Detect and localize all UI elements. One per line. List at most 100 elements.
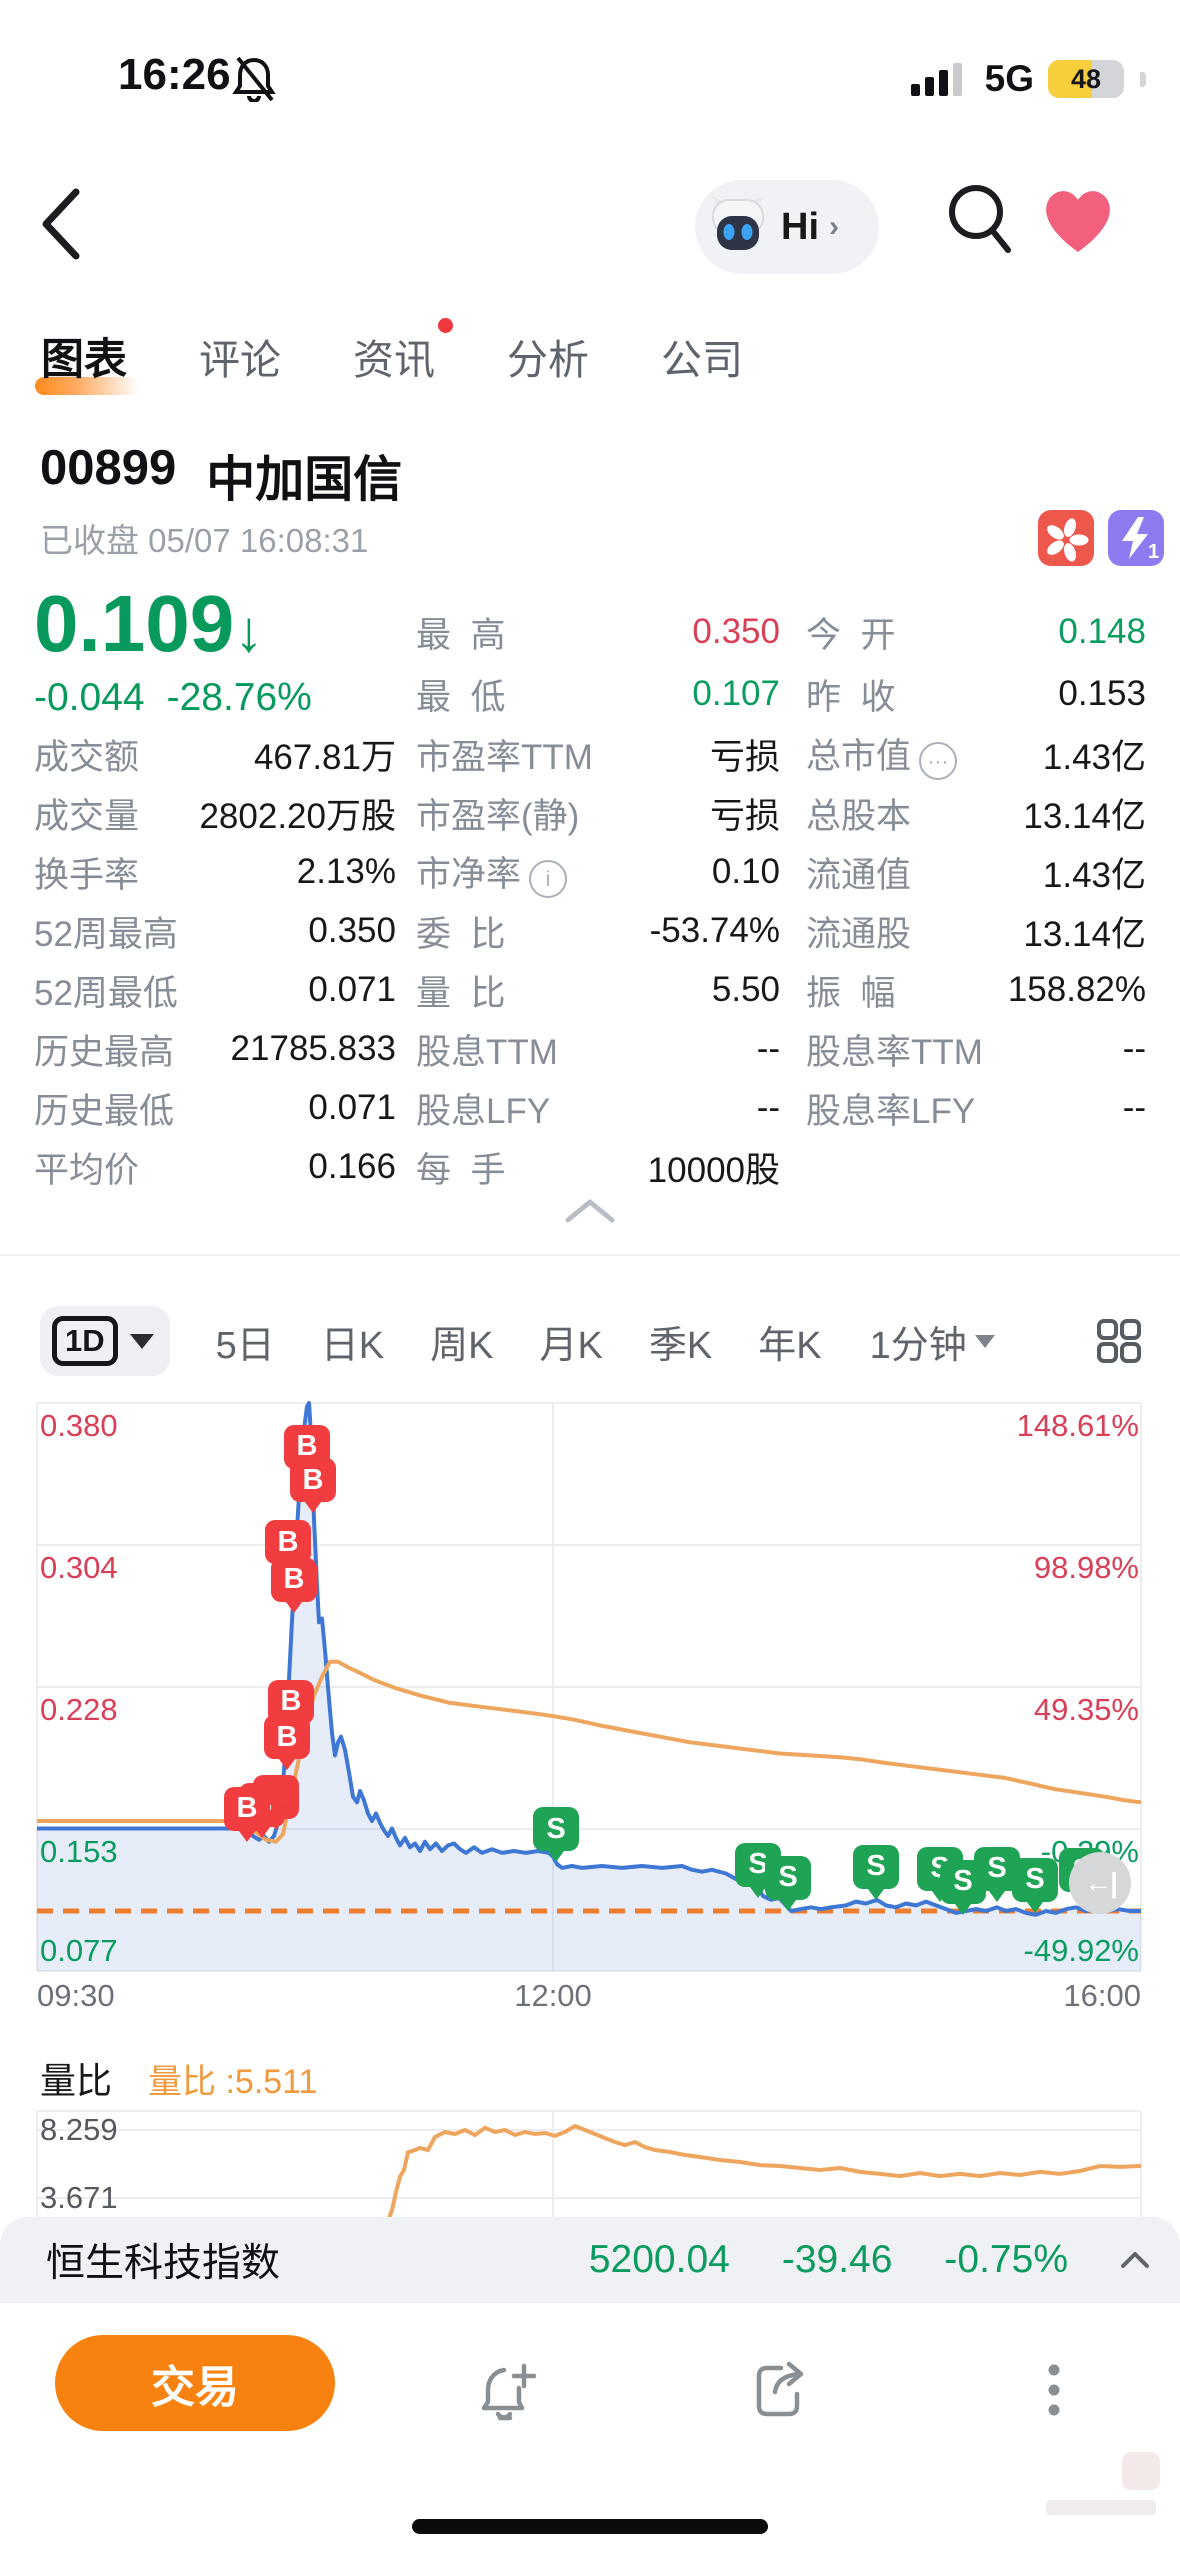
quote-row: 52周最高 0.350 委 比 -53.74% 流通股 13.14亿 bbox=[0, 901, 1180, 960]
page-tabs: 图表 评论 资讯 分析 公司 bbox=[0, 318, 1180, 395]
ellipsis-circle-icon[interactable]: ··· bbox=[919, 742, 958, 781]
stock-title: 00899 中加国信 bbox=[40, 440, 402, 511]
caret-down-icon bbox=[974, 1334, 995, 1348]
stat-label: 总市值 ··· bbox=[806, 728, 958, 781]
stat-label: 流通股 bbox=[806, 914, 912, 954]
period-季K[interactable]: 季K bbox=[648, 1324, 713, 1367]
stat-label: 平均价 bbox=[34, 1150, 140, 1190]
chart-layout-grid-button[interactable] bbox=[1096, 1318, 1142, 1364]
section-divider bbox=[0, 1254, 1180, 1256]
status-right-cluster: 5G 48 bbox=[910, 58, 1146, 100]
buy-marker: B bbox=[290, 1458, 336, 1503]
quote-stat-每 手: 每 手 10000股 bbox=[416, 1145, 780, 1190]
share-button[interactable] bbox=[747, 2358, 811, 2422]
intraday-chart[interactable]: 0.380 0.304 0.228 0.153 0.077 148.61% 98.98% 49… bbox=[0, 1390, 1180, 2013]
chart-period-bar: 1D 5日 日K 周K 月K 季K 年K 1分钟 bbox=[0, 1300, 1180, 1382]
period-月K[interactable]: 月K bbox=[539, 1324, 603, 1367]
latest-marker-button[interactable]: ←| bbox=[1069, 1851, 1131, 1914]
info-circle-icon[interactable]: i bbox=[529, 860, 568, 899]
quote-stat-成交量: 成交量 2802.20万股 bbox=[34, 791, 396, 836]
stat-label: 股息率LFY bbox=[806, 1091, 976, 1131]
stat-label: 今 开 bbox=[806, 615, 896, 655]
vr-tick-top: 8.259 bbox=[40, 2112, 118, 2147]
stat-value: 21785.833 bbox=[230, 1029, 396, 1068]
quote-level-badge-icon[interactable]: 1 bbox=[1108, 510, 1164, 566]
svg-text:1: 1 bbox=[1148, 541, 1159, 563]
stat-label: 市盈率(静) bbox=[416, 796, 580, 836]
tab-评论[interactable]: 评论 bbox=[199, 337, 281, 383]
stat-value: -- bbox=[1122, 1029, 1146, 1068]
quote-stat-今开: 今 开 0.148 bbox=[806, 610, 1146, 655]
chevron-right-icon: › bbox=[829, 210, 839, 243]
trade-button[interactable]: 交易 bbox=[55, 2335, 335, 2431]
period-selected-dropdown[interactable]: 1D bbox=[40, 1306, 170, 1376]
quote-stat-最高: 最 高 0.350 bbox=[416, 610, 780, 655]
index-value: 5200.04 bbox=[588, 2238, 730, 2281]
period-年K[interactable]: 年K bbox=[758, 1324, 822, 1367]
quote-stat-最低: 最 低 0.107 bbox=[416, 672, 780, 717]
buy-marker: B bbox=[271, 1557, 317, 1602]
hk-market-badge-icon bbox=[1038, 510, 1094, 566]
network-type: 5G bbox=[984, 58, 1034, 99]
y-axis-price-label: 0.228 bbox=[40, 1692, 118, 1727]
quote-stat-振 幅: 振 幅 158.82% bbox=[806, 968, 1146, 1013]
change-percent: -28.76% bbox=[166, 676, 312, 719]
quote-stat-总市值: 总市值 ··· 1.43亿 bbox=[806, 732, 1146, 781]
period-minute-dropdown[interactable]: 1分钟 bbox=[870, 1314, 995, 1369]
last-price: 0.109↓ bbox=[34, 579, 264, 668]
quote-stat-历史最高: 历史最高 21785.833 bbox=[34, 1027, 396, 1072]
stat-value: 0.166 bbox=[308, 1147, 396, 1186]
collapse-chevron-button[interactable] bbox=[564, 1196, 616, 1224]
volume-ratio-line bbox=[386, 2123, 1142, 2222]
stat-label: 历史最高 bbox=[34, 1032, 175, 1072]
tab-分析[interactable]: 分析 bbox=[507, 337, 589, 383]
chevron-up-icon[interactable] bbox=[1120, 2250, 1150, 2270]
stat-label: 昨 收 bbox=[806, 677, 896, 717]
quote-stat-52周最高: 52周最高 0.350 bbox=[34, 909, 396, 954]
ai-label: Hi bbox=[781, 205, 819, 248]
more-options-button[interactable] bbox=[1022, 2358, 1086, 2422]
period-日K[interactable]: 日K bbox=[320, 1324, 385, 1367]
price-chart-canvas[interactable] bbox=[0, 1390, 1180, 1980]
tab-公司[interactable]: 公司 bbox=[661, 337, 743, 383]
stat-label: 52周最低 bbox=[34, 973, 178, 1013]
stat-label: 振 幅 bbox=[806, 973, 896, 1013]
battery-cap bbox=[1140, 71, 1146, 87]
quote-stat-成交额: 成交额 467.81万 bbox=[34, 732, 396, 777]
watermark bbox=[1020, 2452, 1160, 2518]
favorite-heart-button[interactable] bbox=[1040, 184, 1116, 256]
ai-assistant-button[interactable]: Hi › bbox=[695, 180, 879, 274]
status-time: 16:26 bbox=[118, 50, 231, 99]
quote-row: 成交量 2802.20万股 市盈率(静) 亏损 总股本 13.14亿 bbox=[0, 783, 1180, 842]
quote-stat-股息率TTM: 股息率TTM -- bbox=[806, 1027, 1146, 1072]
quote-stat-历史最低: 历史最低 0.071 bbox=[34, 1086, 396, 1131]
index-summary-bar[interactable]: 恒生科技指数 5200.04 -39.46 -0.75% bbox=[0, 2217, 1180, 2303]
quote-row: 换手率 2.13% 市净率 i 0.10 流通值 1.43亿 bbox=[0, 842, 1180, 901]
tab-资讯[interactable]: 资讯 bbox=[353, 318, 453, 386]
quote-row: 平均价 0.166 每 手 10000股 bbox=[0, 1137, 1180, 1196]
price-alert-bell-button[interactable] bbox=[476, 2358, 540, 2422]
quote-stat-股息TTM: 股息TTM -- bbox=[416, 1027, 780, 1072]
stat-label: 委 比 bbox=[416, 914, 506, 954]
quote-stat-流通值: 流通值 1.43亿 bbox=[806, 850, 1146, 895]
stat-value: 0.071 bbox=[308, 970, 396, 1009]
search-button[interactable] bbox=[942, 178, 1018, 262]
stat-label: 股息LFY bbox=[416, 1091, 551, 1131]
volume-ratio-current: 量比 :5.511 bbox=[148, 2062, 318, 2101]
quote-stat-股息LFY: 股息LFY -- bbox=[416, 1086, 780, 1131]
volume-ratio-chart[interactable] bbox=[0, 2106, 1180, 2222]
battery-percent: 48 bbox=[1070, 63, 1102, 94]
back-button[interactable] bbox=[36, 188, 84, 260]
period-5日[interactable]: 5日 bbox=[215, 1324, 275, 1367]
period-周K[interactable]: 周K bbox=[430, 1324, 494, 1367]
stat-value: 0.10 bbox=[711, 852, 780, 891]
sell-marker: S bbox=[853, 1844, 899, 1889]
stat-value: 1.43亿 bbox=[1042, 855, 1146, 895]
signal-bars-icon bbox=[910, 63, 962, 96]
tab-图表[interactable]: 图表 bbox=[35, 325, 139, 395]
stock-name: 中加国信 bbox=[206, 453, 403, 507]
price-change: -0.044 -28.76% bbox=[34, 676, 312, 720]
stat-value: 0.350 bbox=[308, 911, 396, 950]
vr-tick-bottom: 3.671 bbox=[40, 2180, 118, 2215]
quote-stat-量 比: 量 比 5.50 bbox=[416, 968, 780, 1013]
